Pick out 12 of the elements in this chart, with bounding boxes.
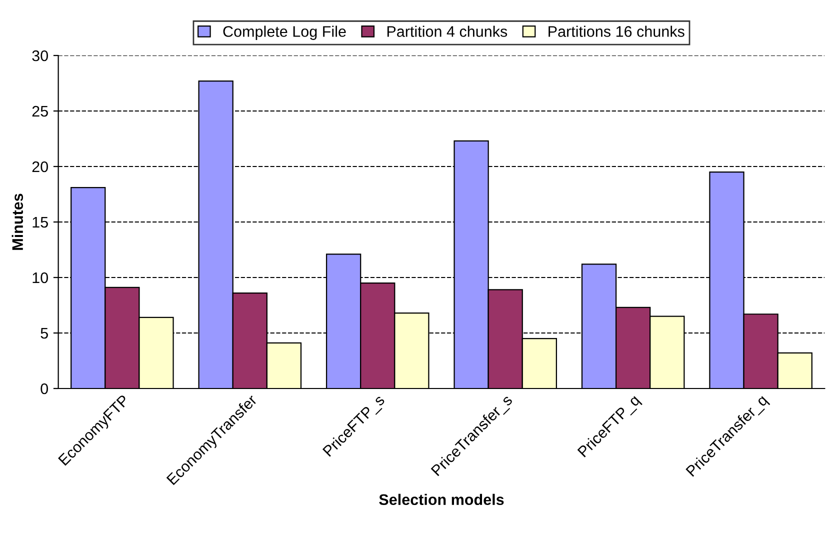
y-tick-label: 15 — [32, 217, 48, 228]
y-tick-label: 20 — [32, 161, 48, 172]
y-tick-label: 5 — [40, 328, 48, 339]
y-tick-label: 10 — [32, 272, 48, 284]
y-tick-label: 30 — [32, 50, 48, 62]
legend-label: Partition 4 chunks — [387, 26, 508, 37]
y-tick-label: 25 — [32, 106, 48, 117]
x-axis-title: Selection models — [379, 494, 504, 506]
y-tick-label: 0 — [40, 383, 48, 394]
legend-label: Complete Log File — [223, 26, 346, 40]
legend-label: Partitions 16 chunks — [548, 26, 684, 37]
y-axis-title: Minutes — [12, 194, 24, 250]
